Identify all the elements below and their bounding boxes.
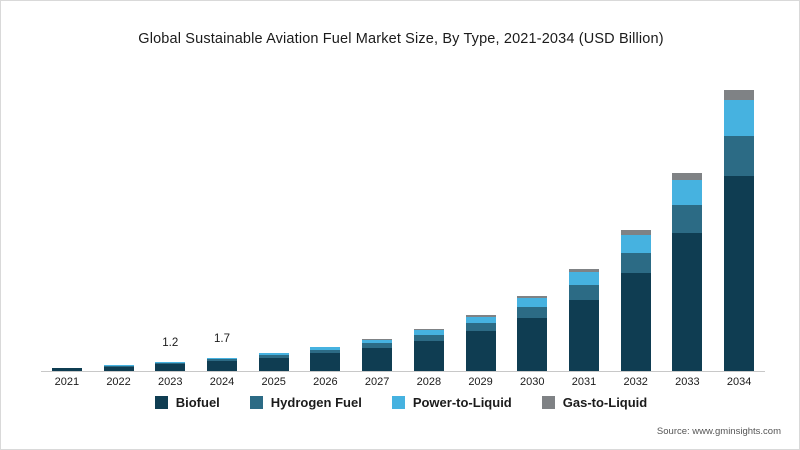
bar-column[interactable] <box>362 339 393 371</box>
x-tick-label: 2022 <box>106 376 131 388</box>
x-tick-label: 2027 <box>364 376 390 388</box>
legend-label: Biofuel <box>175 395 220 410</box>
bar-segment <box>310 346 341 348</box>
bar-segment <box>465 323 496 332</box>
x-axis-line <box>41 371 765 372</box>
bar-column[interactable] <box>258 352 289 371</box>
bar-segment <box>310 353 341 371</box>
bar-segment <box>310 347 341 350</box>
legend-item[interactable]: Power-to-Liquid <box>391 395 512 410</box>
legend-item[interactable]: Hydrogen Fuel <box>249 395 362 410</box>
bar-segment <box>413 328 444 331</box>
x-tick-label: 2029 <box>468 376 493 388</box>
x-tick-label: 2034 <box>726 376 752 388</box>
x-tick-label: 2024 <box>209 376 235 388</box>
bar-column[interactable] <box>517 295 548 371</box>
legend: Biofuel Hydrogen Fuel Power-to-Liquid Gas-t… <box>1 395 800 410</box>
bar-segment <box>258 355 289 358</box>
legend-label: Gas-to-Liquid <box>562 395 648 410</box>
bar-segment <box>620 273 651 371</box>
x-tick-label: 2033 <box>675 376 700 388</box>
x-tick-label: 2030 <box>520 376 545 388</box>
bar-segment <box>465 316 496 324</box>
bar-segment <box>155 363 186 371</box>
x-tick-label: 2025 <box>261 376 286 388</box>
bar-segment <box>258 357 289 371</box>
bar-segment <box>362 339 393 341</box>
bar-column[interactable] <box>413 328 444 371</box>
bar-segment <box>362 343 393 348</box>
bar-value-label: 1.7 <box>214 333 230 346</box>
bar-segment <box>207 358 237 360</box>
bar-segment <box>207 359 237 362</box>
legend-swatch-icon <box>541 396 555 409</box>
bar-segment <box>517 317 548 371</box>
bar-segment <box>51 368 82 371</box>
bar-column[interactable] <box>465 315 496 371</box>
bar-column[interactable] <box>103 365 134 371</box>
x-tick-label: 2021 <box>54 376 80 388</box>
bar-segment <box>724 100 755 136</box>
x-tick-label: 2032 <box>623 376 648 388</box>
bar-column[interactable] <box>310 346 341 371</box>
bar-segment <box>672 180 703 205</box>
bar-segment <box>672 204 703 234</box>
chart-title: Global Sustainable Aviation Fuel Market … <box>138 31 664 47</box>
bar-segment <box>620 235 651 253</box>
bar-segment <box>724 135 755 176</box>
bar-segment <box>569 268 599 273</box>
bar-segment <box>620 230 651 236</box>
bar-segment <box>207 361 237 371</box>
bar-column[interactable] <box>207 358 237 371</box>
source-note: Source: www.gminsights.com <box>656 426 781 437</box>
bar-segment <box>310 349 341 354</box>
plot-area <box>41 69 765 371</box>
legend-item[interactable]: Gas-to-Liquid <box>541 395 648 410</box>
bar-segment <box>103 366 134 371</box>
legend-item[interactable]: Biofuel <box>154 395 220 410</box>
bar-segment <box>569 272 599 285</box>
bar-segment <box>413 330 444 335</box>
bar-segment <box>517 298 548 308</box>
bar-segment <box>155 362 186 364</box>
bar-column[interactable] <box>620 230 651 371</box>
legend-swatch-icon <box>249 396 263 409</box>
bar-segment <box>672 172 703 181</box>
bar-column[interactable] <box>672 172 703 371</box>
bar-segment <box>465 315 496 317</box>
x-tick-label: 2026 <box>313 376 338 388</box>
bar-column[interactable] <box>155 361 186 371</box>
bar-segment <box>413 334 444 341</box>
bar-segment <box>362 340 393 344</box>
bar-segment <box>517 295 548 299</box>
x-tick-label: 2031 <box>571 376 597 388</box>
bar-segment <box>258 352 289 354</box>
bar-segment <box>724 90 755 101</box>
bar-segment <box>258 353 289 356</box>
bar-value-label: 1.2 <box>162 336 179 349</box>
bar-segment <box>413 340 444 371</box>
bar-column[interactable] <box>51 367 82 371</box>
x-tick-label: 2028 <box>416 376 442 388</box>
bar-segment <box>620 252 651 274</box>
bar-segment <box>724 175 755 371</box>
legend-label: Power-to-Liquid <box>412 395 512 410</box>
legend-swatch-icon <box>154 396 168 409</box>
bar-segment <box>517 307 548 318</box>
bar-segment <box>103 365 134 367</box>
bar-segment <box>569 299 599 371</box>
bar-segment <box>672 233 703 371</box>
bar-column[interactable] <box>569 268 599 371</box>
x-tick-label: 2023 <box>158 376 183 388</box>
legend-label: Hydrogen Fuel <box>270 395 362 410</box>
bar-segment <box>465 331 496 371</box>
bar-segment <box>362 347 393 371</box>
bar-segment <box>155 361 186 363</box>
bar-column[interactable] <box>724 90 755 371</box>
legend-swatch-icon <box>391 396 405 409</box>
bar-segment <box>569 284 599 300</box>
